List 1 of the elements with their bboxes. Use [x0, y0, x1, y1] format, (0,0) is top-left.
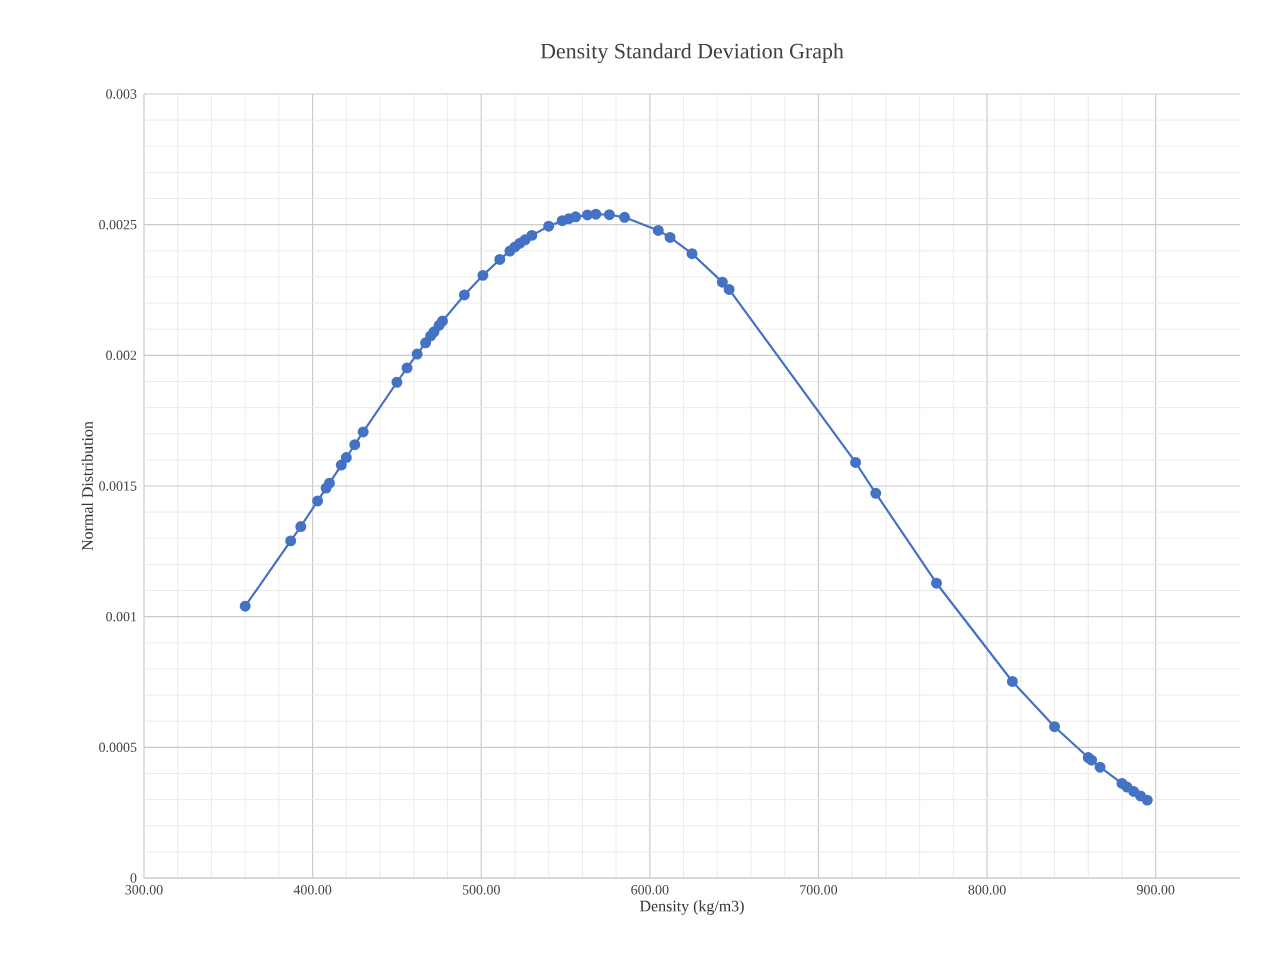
chart-title: Density Standard Deviation Graph	[540, 43, 844, 64]
